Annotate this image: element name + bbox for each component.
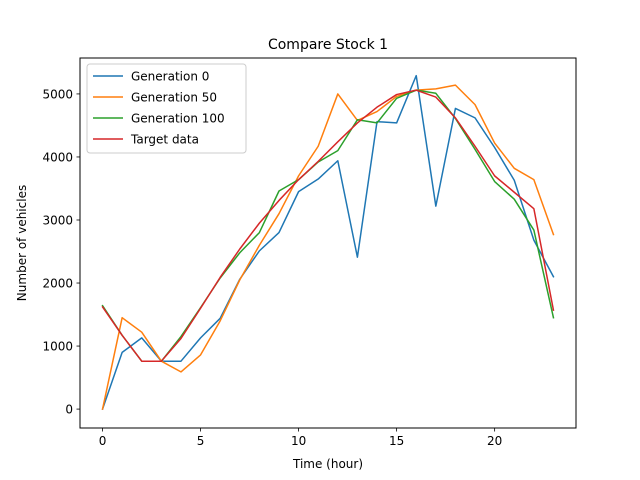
- series-line-2: [101, 89, 555, 362]
- series-line-1: [101, 84, 555, 410]
- y-tick-label: 0: [65, 403, 73, 417]
- y-tick-label: 3000: [42, 213, 73, 227]
- x-tick-label: 0: [99, 434, 107, 448]
- legend-label-3: Target data: [130, 133, 199, 147]
- y-tick-label: 1000: [42, 340, 73, 354]
- legend-label-1: Generation 50: [131, 91, 217, 105]
- y-tick-label: 4000: [42, 150, 73, 164]
- series-line-3: [101, 89, 555, 362]
- legend-label-2: Generation 100: [131, 112, 225, 126]
- y-tick-label: 2000: [42, 277, 73, 291]
- x-tick-label: 20: [487, 434, 502, 448]
- x-axis: 0 5 10 15 20: [99, 428, 502, 448]
- y-axis: 0 1000 2000 3000 4000 5000: [42, 87, 80, 417]
- series-line-0: [101, 74, 555, 411]
- x-tick-label: 5: [197, 434, 205, 448]
- x-tick-label: 15: [389, 434, 404, 448]
- series-layer: [101, 74, 555, 411]
- legend: Generation 0 Generation 50 Generation 100 T…: [86, 63, 247, 154]
- x-tick-label: 10: [291, 434, 306, 448]
- plot-frame: [79, 57, 577, 429]
- y-tick-label: 5000: [42, 87, 73, 101]
- chart-title: Compare Stock 1: [268, 37, 388, 53]
- y-axis-label: Number of vehicles: [15, 185, 29, 301]
- legend-label-0: Generation 0: [131, 70, 209, 84]
- x-axis-label: Time (hour): [292, 457, 363, 471]
- legend-box: [86, 63, 247, 154]
